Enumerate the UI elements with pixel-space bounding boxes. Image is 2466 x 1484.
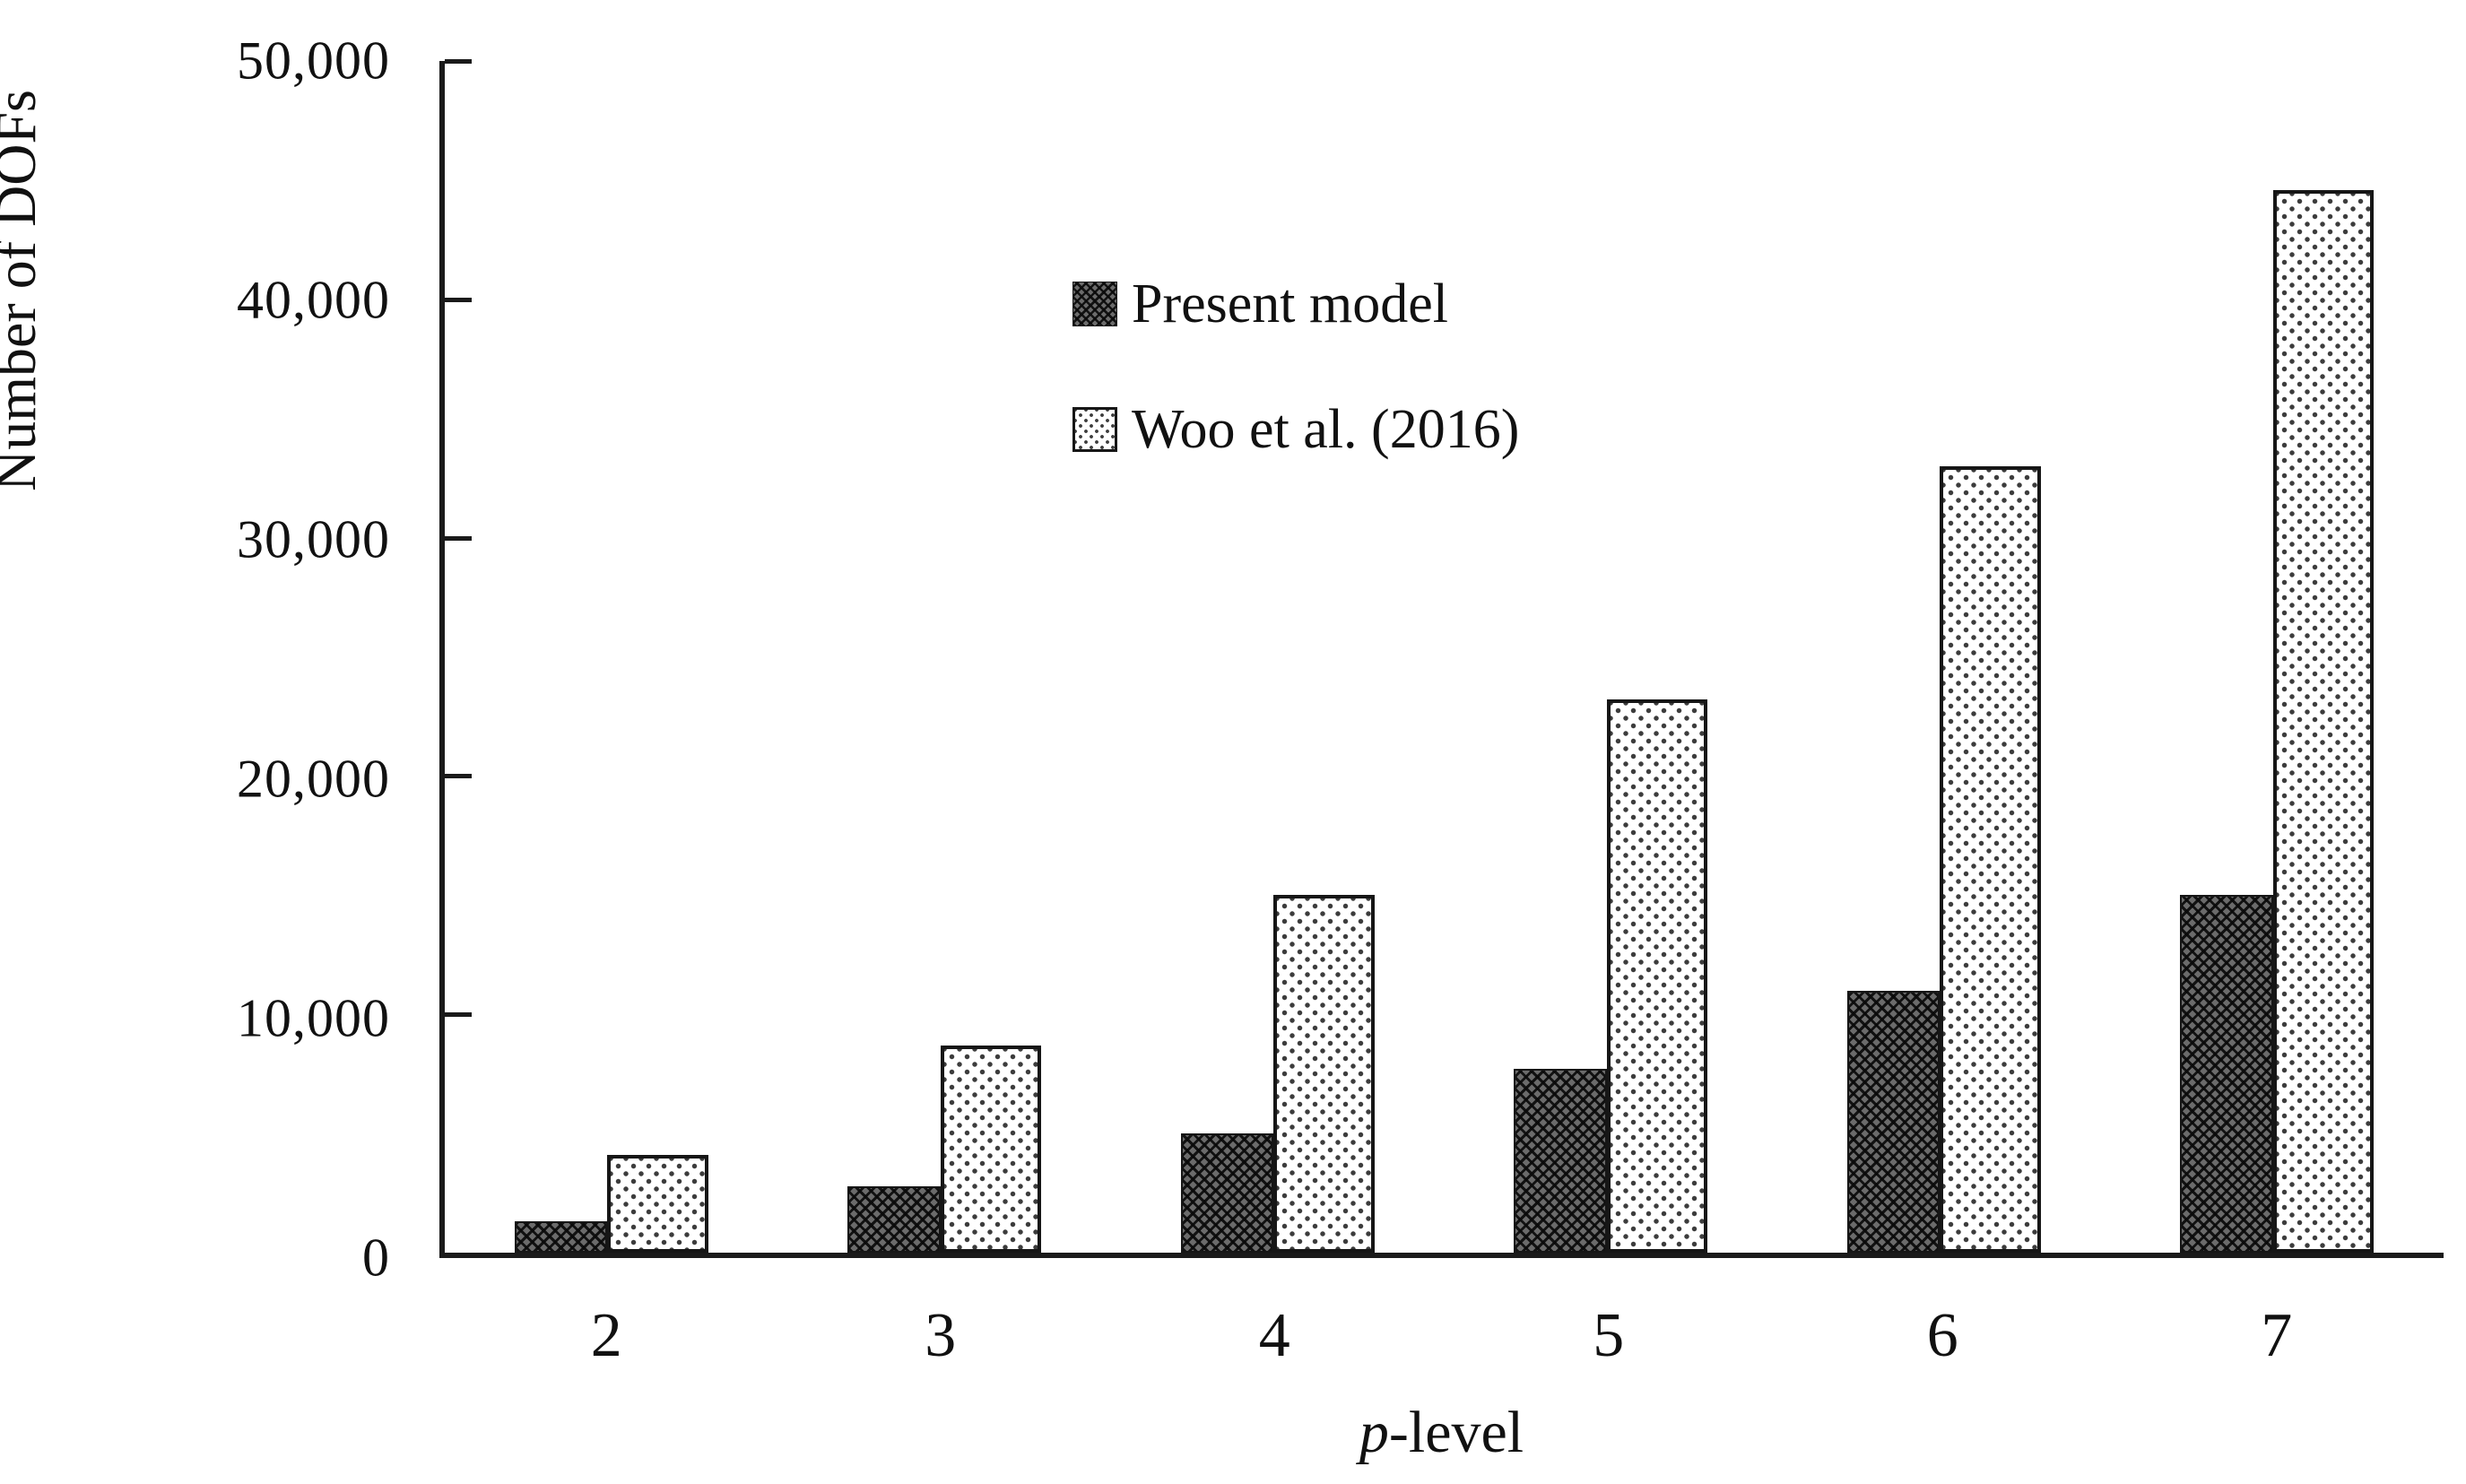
y-tick-mark xyxy=(445,535,472,541)
legend-label: Present model xyxy=(1132,273,1448,334)
x-axis-title-part: -level xyxy=(1388,1400,1524,1465)
plot-area: Present model Woo et al. (2016) xyxy=(439,59,2444,1258)
y-axis-labels: 0 10,000 20,000 30,000 40,000 50,000 xyxy=(0,31,408,1288)
y-tick-mark xyxy=(445,1012,472,1018)
x-tick-label-p4: 4 xyxy=(1258,1301,1290,1370)
bar-group-p2 xyxy=(514,61,708,1253)
bar-present-model-p6 xyxy=(1846,990,1941,1253)
x-tick-label-p7: 7 xyxy=(2261,1301,2293,1370)
bar-group-p6 xyxy=(1846,61,2041,1253)
y-tick-label: 50,000 xyxy=(237,30,390,91)
bar-present-model-p4 xyxy=(1180,1133,1274,1253)
bar-group-p4 xyxy=(1180,61,1375,1253)
y-tick-mark xyxy=(445,59,472,64)
legend-swatch-light-dots xyxy=(1072,407,1117,452)
x-tick-label-p6: 6 xyxy=(1926,1301,1958,1370)
legend-label: Woo et al. (2016) xyxy=(1132,399,1520,460)
x-tick-label-p5: 5 xyxy=(1593,1301,1625,1370)
y-tick-label: 0 xyxy=(362,1228,390,1288)
y-tick-label: 10,000 xyxy=(237,988,390,1048)
legend-swatch-dark-checker xyxy=(1072,282,1117,326)
x-tick-label-p2: 2 xyxy=(590,1301,622,1370)
y-tick-label: 20,000 xyxy=(237,749,390,809)
bar-present-model-p2 xyxy=(514,1221,608,1253)
bar-present-model-p7 xyxy=(2180,895,2273,1253)
bar-woo-2016-p3 xyxy=(940,1045,1042,1253)
bar-group-p3 xyxy=(847,61,1042,1253)
bar-present-model-p3 xyxy=(847,1185,941,1253)
y-tick-label: 40,000 xyxy=(237,270,390,330)
legend: Present model Woo et al. (2016) xyxy=(1072,276,1519,457)
legend-item-woo-2016: Woo et al. (2016) xyxy=(1072,402,1519,457)
bar-woo-2016-p7 xyxy=(2272,189,2375,1253)
y-tick-mark xyxy=(445,774,472,779)
legend-item-present-model: Present model xyxy=(1072,276,1519,332)
bar-woo-2016-p6 xyxy=(1940,465,2041,1253)
bar-woo-2016-p4 xyxy=(1273,895,1375,1253)
x-tick-label-p3: 3 xyxy=(925,1301,957,1370)
bar-present-model-p5 xyxy=(1514,1069,1607,1253)
bar-woo-2016-p2 xyxy=(607,1155,708,1253)
bar-group-p5 xyxy=(1514,61,1708,1253)
bar-woo-2016-p5 xyxy=(1606,699,1708,1253)
y-tick-label: 30,000 xyxy=(237,509,390,569)
x-axis-title-part: p xyxy=(1359,1400,1389,1465)
bar-group-p7 xyxy=(2180,61,2375,1253)
y-tick-mark xyxy=(445,297,472,302)
x-axis-title: p-level xyxy=(439,1403,2444,1462)
